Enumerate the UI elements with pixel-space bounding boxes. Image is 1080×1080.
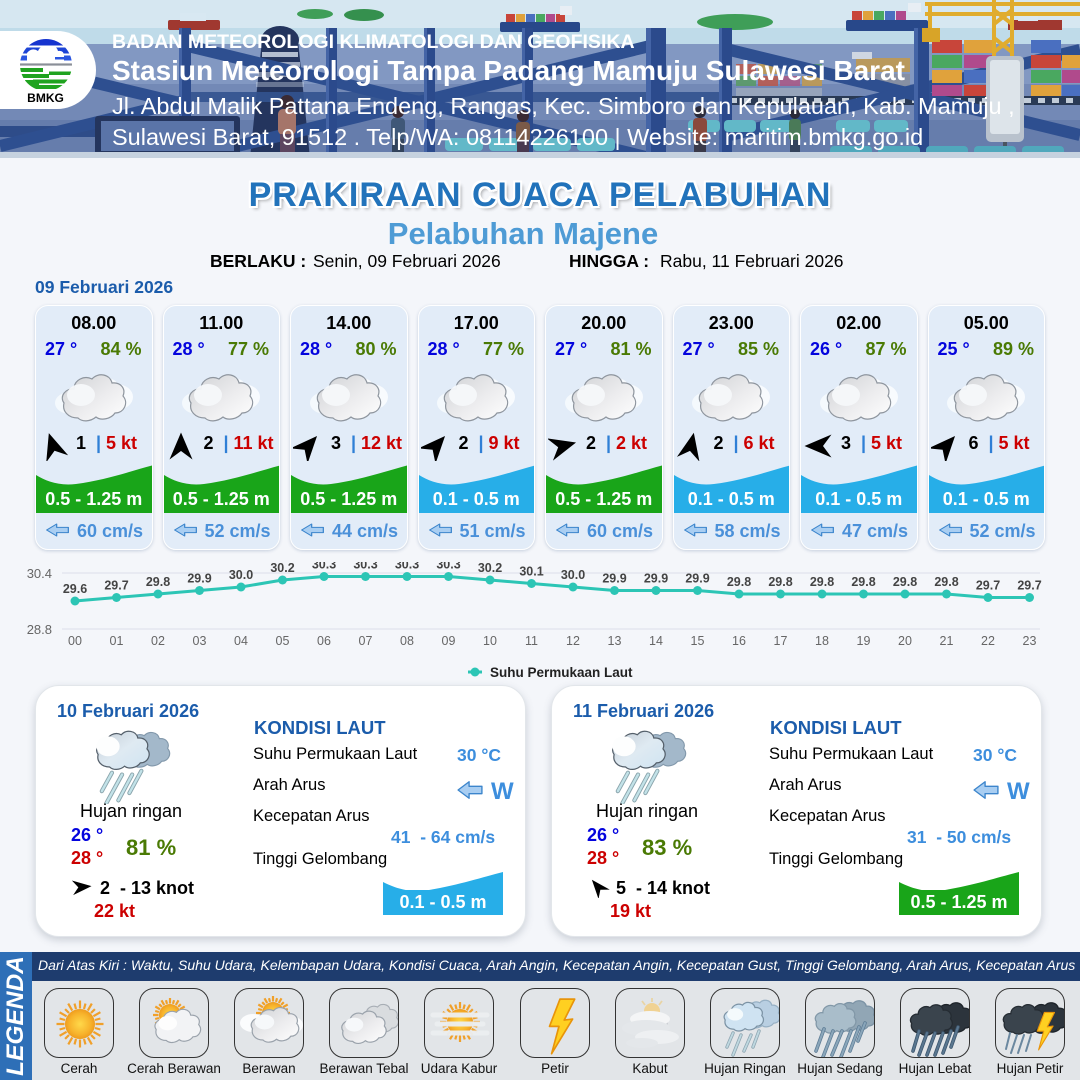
svg-text:29.8: 29.8 bbox=[146, 575, 170, 589]
svg-text:04: 04 bbox=[234, 634, 248, 648]
svg-text:30.3: 30.3 bbox=[312, 562, 336, 572]
svg-text:29.8: 29.8 bbox=[810, 575, 834, 589]
svg-text:29.8: 29.8 bbox=[727, 575, 751, 589]
svg-text:29.9: 29.9 bbox=[685, 572, 709, 586]
svg-text:29.8: 29.8 bbox=[934, 575, 958, 589]
svg-text:30.3: 30.3 bbox=[353, 562, 377, 572]
svg-text:29.7: 29.7 bbox=[976, 579, 1000, 593]
svg-text:29.6: 29.6 bbox=[63, 582, 87, 596]
svg-text:10: 10 bbox=[483, 634, 497, 648]
svg-text:01: 01 bbox=[110, 634, 124, 648]
svg-text:30.3: 30.3 bbox=[395, 562, 419, 572]
svg-text:22: 22 bbox=[981, 634, 995, 648]
svg-text:18: 18 bbox=[815, 634, 829, 648]
svg-text:30.2: 30.2 bbox=[478, 562, 502, 575]
svg-text:29.9: 29.9 bbox=[602, 572, 626, 586]
svg-text:17: 17 bbox=[774, 634, 788, 648]
svg-text:Suhu Permukaan Laut: Suhu Permukaan Laut bbox=[490, 665, 633, 680]
svg-text:13: 13 bbox=[608, 634, 622, 648]
svg-text:05: 05 bbox=[276, 634, 290, 648]
svg-text:08: 08 bbox=[400, 634, 414, 648]
svg-text:29.9: 29.9 bbox=[187, 572, 211, 586]
svg-text:07: 07 bbox=[359, 634, 373, 648]
svg-text:12: 12 bbox=[566, 634, 580, 648]
svg-text:00: 00 bbox=[68, 634, 82, 648]
svg-text:14: 14 bbox=[649, 634, 663, 648]
svg-text:20: 20 bbox=[898, 634, 912, 648]
svg-text:06: 06 bbox=[317, 634, 331, 648]
svg-text:30.1: 30.1 bbox=[519, 565, 543, 579]
svg-text:15: 15 bbox=[691, 634, 705, 648]
svg-text:09: 09 bbox=[442, 634, 456, 648]
svg-text:30.4: 30.4 bbox=[27, 566, 52, 581]
svg-text:11: 11 bbox=[525, 634, 538, 648]
svg-text:19: 19 bbox=[857, 634, 871, 648]
svg-text:29.7: 29.7 bbox=[1017, 579, 1041, 593]
svg-text:29.8: 29.8 bbox=[851, 575, 875, 589]
svg-text:29.8: 29.8 bbox=[893, 575, 917, 589]
svg-text:21: 21 bbox=[940, 634, 954, 648]
svg-text:29.9: 29.9 bbox=[644, 572, 668, 586]
svg-text:03: 03 bbox=[193, 634, 207, 648]
svg-text:16: 16 bbox=[732, 634, 746, 648]
svg-text:02: 02 bbox=[151, 634, 165, 648]
svg-text:30.0: 30.0 bbox=[561, 568, 585, 582]
svg-text:29.8: 29.8 bbox=[768, 575, 792, 589]
svg-text:23: 23 bbox=[1023, 634, 1037, 648]
svg-text:30.2: 30.2 bbox=[270, 562, 294, 575]
svg-text:30.3: 30.3 bbox=[436, 562, 460, 572]
svg-text:29.7: 29.7 bbox=[104, 579, 128, 593]
svg-text:28.8: 28.8 bbox=[27, 622, 52, 637]
svg-text:30.0: 30.0 bbox=[229, 568, 253, 582]
